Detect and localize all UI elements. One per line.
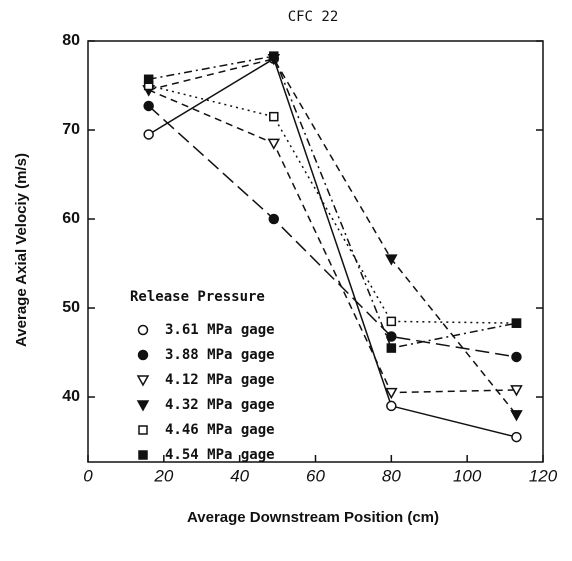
legend-label: 3.61 MPa gage bbox=[165, 322, 275, 338]
x-tick-label: 80 bbox=[382, 466, 401, 485]
marker bbox=[511, 351, 522, 363]
marker bbox=[386, 316, 397, 327]
marker bbox=[268, 213, 280, 225]
marker bbox=[386, 331, 397, 342]
legend-label: 4.32 MPa gage bbox=[165, 397, 275, 413]
y-tick-label: 70 bbox=[62, 121, 80, 138]
x-tick-label: 40 bbox=[230, 466, 249, 485]
x-tick-label: 0 bbox=[83, 466, 93, 485]
marker bbox=[511, 431, 522, 443]
marker bbox=[143, 74, 154, 85]
plot-frame bbox=[87, 40, 544, 463]
marker bbox=[267, 138, 281, 150]
x-tick-label: 20 bbox=[153, 466, 173, 485]
legend-marker bbox=[136, 375, 150, 387]
y-axis-label: Average Axial Velociy (m/s) bbox=[13, 153, 30, 347]
marker bbox=[143, 129, 154, 140]
marker bbox=[511, 318, 522, 328]
marker bbox=[510, 410, 523, 422]
marker bbox=[143, 100, 154, 112]
legend-label: 4.12 MPa gage bbox=[165, 372, 275, 388]
x-tick-label: 120 bbox=[529, 466, 558, 485]
marker bbox=[386, 343, 397, 353]
x-tick-label: 60 bbox=[306, 466, 325, 485]
marker bbox=[269, 111, 279, 122]
x-tick-label: 100 bbox=[453, 466, 482, 485]
series-line bbox=[148, 57, 517, 438]
y-tick-label: 50 bbox=[62, 299, 80, 316]
legend-marker bbox=[137, 349, 149, 361]
legend-label: 4.46 MPa gage bbox=[165, 422, 275, 438]
legend-title: Release Pressure bbox=[130, 289, 265, 305]
series-line bbox=[148, 57, 518, 416]
legend-label: 3.88 MPa gage bbox=[165, 347, 275, 363]
chart-title: CFC 22 bbox=[288, 9, 339, 25]
x-axis-label: Average Downstream Position (cm) bbox=[187, 509, 439, 526]
legend-marker bbox=[136, 400, 150, 412]
legend-marker bbox=[138, 450, 148, 460]
y-tick-label: 40 bbox=[62, 388, 80, 405]
legend-marker bbox=[138, 425, 148, 435]
legend-label: 4.54 MPa gage bbox=[165, 447, 275, 463]
marker bbox=[385, 387, 398, 400]
legend-marker bbox=[137, 324, 149, 336]
y-tick-label: 80 bbox=[62, 32, 80, 49]
series-line bbox=[148, 84, 517, 324]
marker bbox=[269, 51, 279, 61]
series-line bbox=[148, 105, 517, 358]
series-line bbox=[148, 89, 517, 394]
marker bbox=[386, 400, 397, 412]
y-tick-label: 60 bbox=[62, 210, 80, 227]
marker bbox=[510, 385, 523, 397]
series-line bbox=[148, 55, 517, 349]
marker bbox=[385, 254, 398, 266]
